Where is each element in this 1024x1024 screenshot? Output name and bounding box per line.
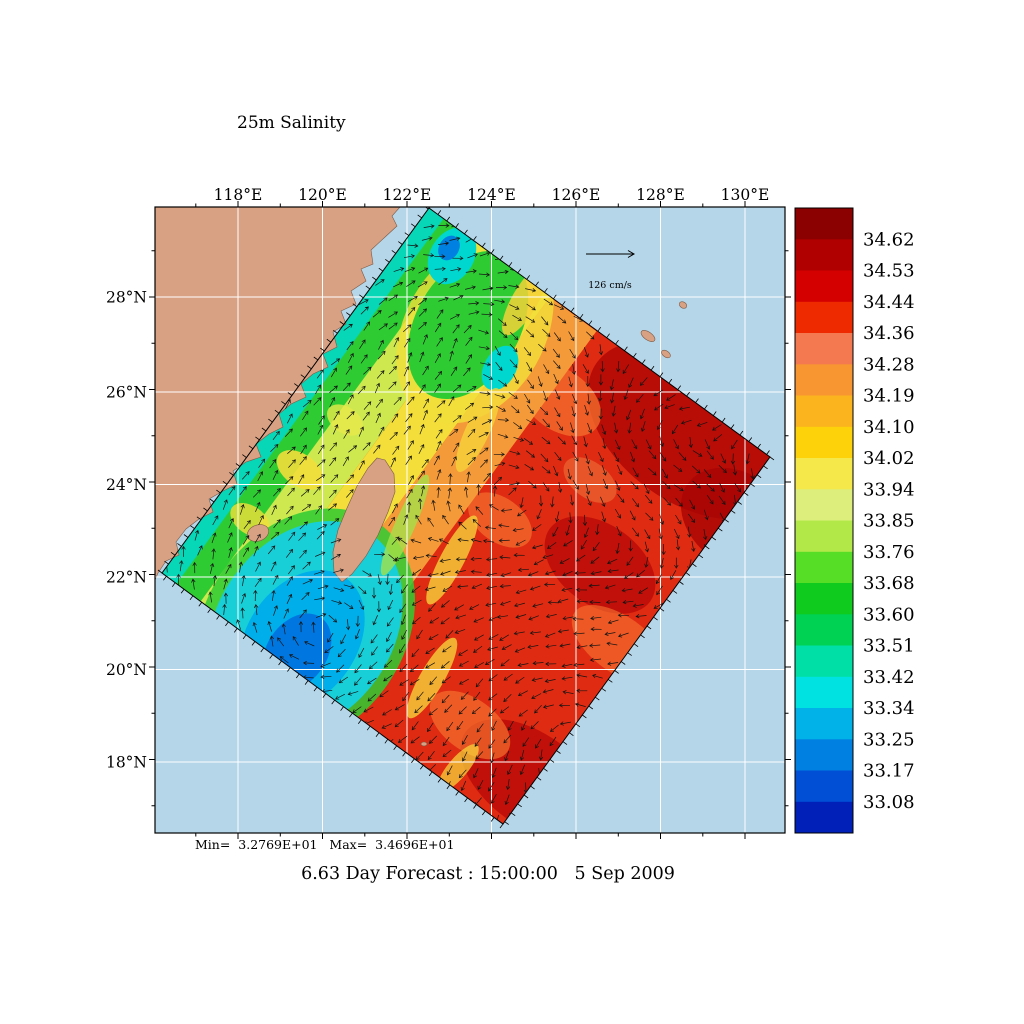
colorbar-segment: [795, 270, 853, 303]
x-axis-labels: 118°E 120°E 122°E 124°E 126°E 128°E 130°E: [214, 186, 770, 204]
current-vector-layer: [164, 222, 755, 824]
y-tick-label: 22°N: [106, 569, 147, 587]
colorbar-value-label: 33.17: [863, 761, 915, 782]
colorbar-border: [794, 207, 854, 834]
colorbar-value-label: 34.10: [863, 417, 915, 438]
minmax-stats: Min= 3.2769E+01 Max= 3.4696E+01: [195, 837, 454, 852]
colorbar-segment: [795, 239, 853, 271]
salinity-patch: [455, 388, 501, 472]
colorbar-value-label: 34.53: [863, 261, 915, 282]
ryukyu-island: [661, 349, 671, 359]
y-tick-label: 18°N: [106, 754, 147, 772]
colorbar-segment: [795, 583, 853, 615]
colorbar-value-label: 33.60: [863, 604, 915, 625]
graticule-gridlines: [155, 207, 785, 833]
colorbar-value-label: 34.36: [863, 323, 915, 344]
colorbar-segment: [795, 801, 853, 834]
ryukyu-island: [678, 301, 688, 309]
mainland-china-landmass: [155, 207, 401, 581]
salinity-patch: [380, 474, 430, 576]
colorbar-segment: [795, 520, 853, 553]
domain-boundary-ticks: [157, 207, 775, 829]
map-area: [155, 207, 785, 833]
y-axis-labels: 28°N 26°N 24°N 22°N 20°N 18°N: [106, 289, 147, 772]
colorbar-segment: [795, 458, 853, 490]
axis-ticks: [149, 201, 791, 839]
axis-tick-marks: [149, 201, 791, 839]
colorbar-segment: [795, 333, 853, 365]
colorbar-value-label: 33.25: [863, 729, 915, 750]
vector-scale-label: 126 cm/s: [588, 280, 632, 291]
colorbar-value-label: 34.44: [863, 292, 915, 313]
x-tick-label: 118°E: [214, 186, 263, 204]
x-tick-label: 120°E: [298, 186, 347, 204]
salinity-patch: [437, 744, 479, 792]
x-tick-label: 130°E: [721, 186, 770, 204]
colorbar: [795, 208, 853, 834]
colorbar-value-label: 34.62: [863, 229, 915, 250]
colorbar-segment: [795, 708, 853, 740]
colorbar-segment: [795, 614, 853, 646]
colorbar-segment: [795, 301, 853, 334]
vector-scale-arrow-icon: [586, 250, 635, 258]
salinity-patch: [438, 235, 460, 261]
colorbar-segment: [795, 395, 853, 428]
colorbar-segment: [795, 364, 853, 396]
chart-title: 25m Salinity: [237, 113, 346, 133]
small-island: [420, 741, 428, 747]
x-tick-label: 126°E: [552, 186, 601, 204]
colorbar-segment: [795, 645, 853, 678]
vector-scale: 126 cm/s: [586, 250, 635, 291]
land: [155, 207, 688, 747]
colorbar-value-label: 33.68: [863, 573, 915, 594]
map-frame: [154, 206, 786, 834]
colorbar-value-label: 33.51: [863, 636, 915, 657]
salinity-patch: [406, 637, 458, 719]
colorbar-segment: [795, 676, 853, 709]
y-tick-label: 20°N: [106, 661, 147, 679]
colorbar-value-label: 33.08: [863, 792, 915, 813]
colorbar-segment: [795, 739, 853, 771]
colorbar-segment: [795, 770, 853, 803]
colorbar-value-label: 33.76: [863, 542, 915, 563]
colorbar-segment: [795, 551, 853, 584]
y-tick-label: 24°N: [106, 476, 147, 494]
colorbar-value-label: 33.34: [863, 698, 915, 719]
x-tick-label: 122°E: [383, 186, 432, 204]
x-tick-label: 124°E: [467, 186, 516, 204]
x-tick-label: 128°E: [636, 186, 685, 204]
colorbar-value-label: 33.94: [863, 479, 915, 500]
current-vectors: [164, 222, 755, 824]
salinity-field: [162, 208, 770, 824]
y-tick-label: 26°N: [106, 384, 147, 402]
caption: 6.63 Day Forecast : 15:00:00 5 Sep 2009: [301, 864, 675, 884]
ryukyu-island: [640, 330, 656, 342]
salinity-patch: [429, 690, 511, 760]
salinity-patch: [276, 450, 324, 490]
salinity-patch: [426, 515, 478, 605]
colorbar-segment: [795, 208, 853, 240]
colorbar-segment: [795, 489, 853, 521]
colorbar-value-label: 34.02: [863, 448, 915, 469]
salinity-patch: [468, 492, 532, 548]
y-tick-label: 28°N: [106, 289, 147, 307]
colorbar-labels: 34.62 34.53 34.44 34.36 34.28 34.19 34.10 34.02…: [863, 229, 915, 813]
colorbar-value-label: 33.42: [863, 667, 915, 688]
colorbar-value-label: 33.85: [863, 511, 915, 532]
colorbar-value-label: 34.28: [863, 354, 915, 375]
colorbar-segment: [795, 426, 853, 459]
colorbar-value-label: 34.19: [863, 386, 915, 407]
